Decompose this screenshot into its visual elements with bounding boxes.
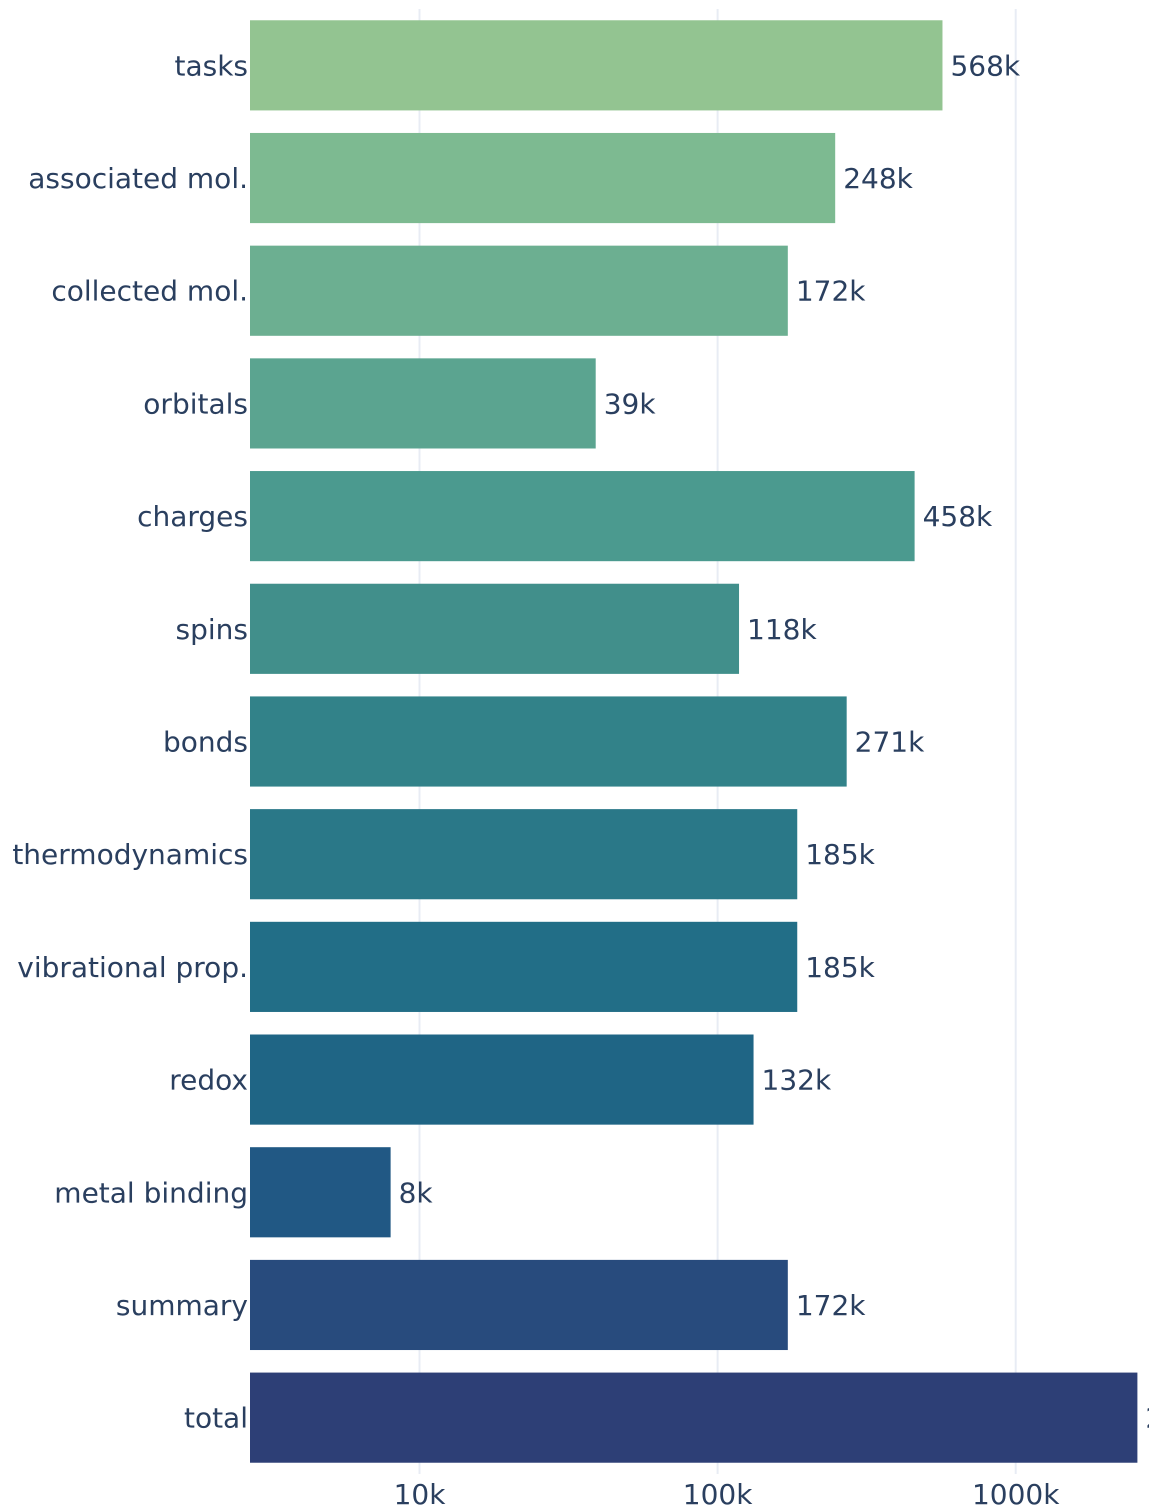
category-label: spins <box>176 613 248 646</box>
category-label: orbitals <box>143 387 248 420</box>
bar-associated-mol <box>250 132 836 224</box>
bar-redox <box>250 1034 754 1125</box>
category-label: vibrational prop. <box>17 951 248 984</box>
value-label: 458k <box>923 500 993 533</box>
category-label: bonds <box>163 726 248 759</box>
value-labels: 568k 248k 172k 39k 458k 118k 271k 185k 185k 132k 8… <box>399 49 1149 1434</box>
bar-spins <box>250 583 740 674</box>
category-label: summary <box>116 1289 248 1322</box>
bar-total <box>250 1372 1138 1463</box>
bar-bonds <box>250 696 847 787</box>
category-label: metal binding <box>54 1176 248 1209</box>
x-tick-label: 10k <box>394 1478 447 1508</box>
value-label: 185k <box>805 951 875 984</box>
bar-collected-mol <box>250 245 788 336</box>
bar-orbitals <box>250 358 596 449</box>
value-label: 568k <box>950 49 1020 82</box>
bar-summary <box>250 1259 788 1351</box>
category-label: thermodynamics <box>12 838 248 871</box>
value-label: 271k <box>855 726 925 759</box>
value-label: 39k <box>604 387 657 420</box>
bar-charges <box>250 471 915 562</box>
value-label: 118k <box>747 613 817 646</box>
value-label: 132k <box>762 1064 832 1097</box>
category-label: charges <box>137 500 248 533</box>
value-label: 185k <box>805 838 875 871</box>
x-tick-label: 100k <box>683 1478 753 1508</box>
category-label: collected mol. <box>51 275 248 308</box>
category-labels: tasks associated mol. collected mol. orbita… <box>12 49 248 1434</box>
x-tick-label: 1000k <box>972 1478 1060 1508</box>
value-label: 2560k <box>1145 1402 1149 1435</box>
bar-thermodynamics <box>250 809 798 900</box>
x-axis-ticks: 10k 100k 1000k <box>394 1478 1061 1508</box>
value-label: 172k <box>796 275 866 308</box>
bar-tasks <box>250 20 943 111</box>
bars <box>250 20 1138 1463</box>
value-label: 172k <box>796 1289 866 1322</box>
bar-vibrational-prop <box>250 921 798 1012</box>
bar-metal-binding <box>250 1147 391 1238</box>
category-label: total <box>184 1402 248 1435</box>
category-label: associated mol. <box>28 162 248 195</box>
category-label: redox <box>169 1064 248 1097</box>
value-label: 8k <box>399 1176 434 1209</box>
category-label: tasks <box>174 49 248 82</box>
value-label: 248k <box>843 162 913 195</box>
